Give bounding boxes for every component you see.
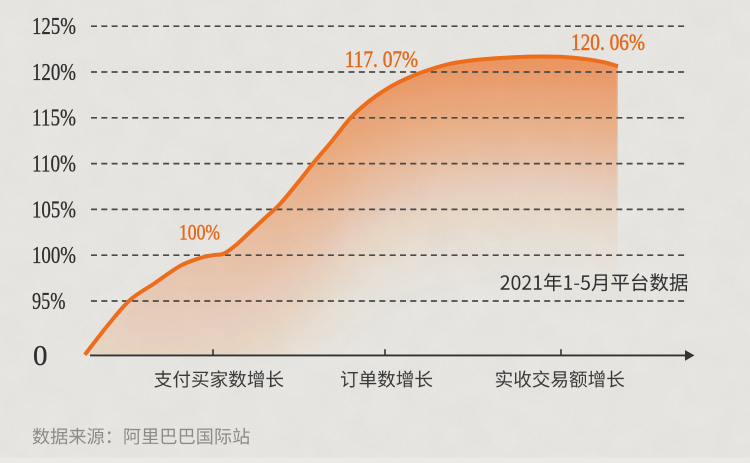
svg-text:100%: 100% — [32, 243, 76, 269]
svg-text:100%: 100% — [179, 219, 220, 244]
svg-text:95%: 95% — [32, 289, 66, 315]
svg-text:117. 07%: 117. 07% — [345, 47, 419, 72]
svg-text:125%: 125% — [32, 14, 76, 40]
svg-text:115%: 115% — [32, 106, 76, 132]
svg-text:0: 0 — [33, 340, 48, 372]
svg-text:110%: 110% — [32, 152, 76, 178]
svg-text:105%: 105% — [32, 197, 76, 223]
svg-text:120. 06%: 120. 06% — [571, 30, 645, 55]
svg-text:120%: 120% — [32, 60, 76, 86]
